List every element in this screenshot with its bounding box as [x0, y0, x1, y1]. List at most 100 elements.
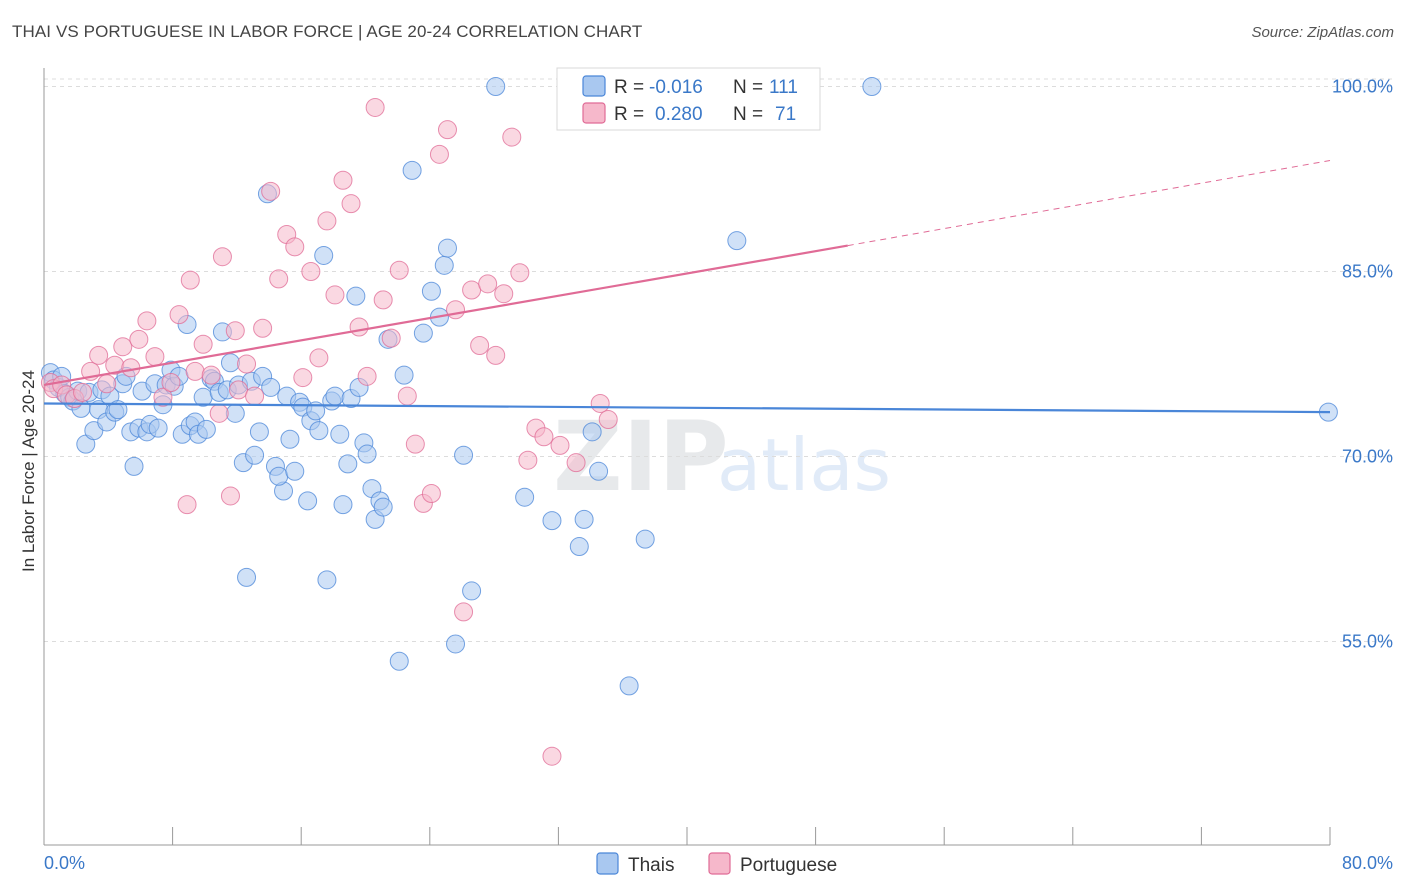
portuguese-point — [349, 317, 369, 337]
portuguese-point — [397, 386, 417, 406]
portuguese-point — [121, 358, 141, 378]
portuguese-point — [269, 269, 289, 289]
chart-title: THAI VS PORTUGUESE IN LABOR FORCE | AGE … — [12, 22, 643, 41]
thais-point — [542, 511, 562, 531]
thais-point — [402, 160, 422, 180]
thais-point — [619, 676, 639, 696]
bottom-legend-swatch-thais — [596, 852, 619, 875]
portuguese-point — [145, 347, 165, 367]
thais-point — [569, 537, 589, 557]
portuguese-point — [180, 270, 200, 290]
portuguese-point — [229, 380, 249, 400]
portuguese-point — [478, 274, 498, 294]
portuguese-point — [169, 305, 189, 325]
thais-point — [394, 365, 414, 385]
bottom-legend-swatch-portuguese — [708, 852, 731, 875]
portuguese-point — [598, 410, 618, 429]
thais-point — [314, 245, 334, 265]
legend-r-label-portuguese: R = — [614, 104, 644, 125]
portuguese-trend-line — [43, 244, 848, 387]
thais-point — [574, 509, 594, 529]
thais-point — [437, 238, 457, 258]
thais-point — [373, 497, 393, 517]
thais-point — [389, 651, 409, 671]
portuguese-point — [381, 328, 401, 348]
portuguese-point — [373, 290, 393, 310]
portuguese-point — [177, 495, 197, 515]
portuguese-point — [341, 194, 361, 214]
portuguese-point — [225, 321, 245, 341]
legend-n-label-thais: N = — [733, 77, 763, 98]
thais-point — [727, 231, 747, 251]
thais-point — [309, 421, 329, 441]
portuguese-point — [73, 382, 93, 402]
portuguese-point — [245, 386, 265, 406]
thais-point — [338, 454, 358, 474]
y-tick-label: 85.0% — [1342, 262, 1393, 282]
thais-trend-line — [43, 402, 1331, 414]
legend-n-value-thais: 111 — [769, 77, 798, 98]
thais-point — [486, 77, 506, 96]
thais-point — [325, 386, 345, 406]
portuguese-point — [518, 450, 538, 470]
portuguese-point — [161, 373, 181, 392]
source-label: Source: ZipAtlas.com — [1251, 24, 1394, 41]
portuguese-point — [253, 318, 273, 338]
thais-point — [269, 466, 289, 486]
portuguese-point — [153, 387, 173, 407]
portuguese-point — [97, 374, 117, 394]
x-tick-label-max: 80.0% — [1342, 853, 1393, 873]
thais-point — [589, 461, 609, 481]
portuguese-point — [446, 300, 466, 320]
thais-point — [582, 422, 602, 442]
thais-point — [346, 286, 366, 306]
thais-point — [515, 487, 535, 507]
bottom-legend-thais: Thais — [628, 855, 674, 876]
portuguese-point — [437, 120, 457, 140]
x-tick-label-min: 0.0% — [44, 853, 85, 873]
thais-point — [280, 429, 300, 449]
y-axis-title: In Labor Force | Age 20-24 — [19, 370, 38, 572]
portuguese-point — [542, 746, 562, 766]
portuguese-point — [237, 354, 257, 374]
thais-point — [220, 353, 240, 373]
portuguese-point — [89, 345, 109, 365]
thais-point — [261, 377, 281, 397]
thais-point — [298, 491, 318, 511]
portuguese-point — [389, 260, 409, 280]
correlation-legend: R = -0.016 N = 111 R = 0.280 N = 71 — [556, 67, 821, 131]
portuguese-point — [285, 237, 305, 257]
legend-r-value-thais: -0.016 — [649, 77, 703, 98]
thais-point — [148, 418, 168, 438]
portuguese-point — [209, 403, 229, 423]
portuguese-point — [405, 434, 425, 454]
portuguese-point — [137, 311, 157, 331]
thais-point — [333, 495, 353, 515]
portuguese-trend-extension — [847, 160, 1331, 247]
y-tick-label: 100.0% — [1332, 77, 1393, 97]
portuguese-point — [212, 247, 232, 267]
portuguese-point — [510, 263, 530, 283]
thais-point — [196, 419, 216, 439]
portuguese-point — [309, 348, 329, 368]
thais-point — [108, 400, 128, 420]
portuguese-point — [357, 366, 377, 386]
bottom-legend-portuguese: Portuguese — [740, 855, 837, 876]
portuguese-point — [365, 97, 385, 117]
thais-point — [635, 529, 655, 549]
watermark-atlas: atlas — [717, 423, 891, 507]
thais-point — [124, 456, 144, 476]
portuguese-point — [494, 284, 514, 304]
portuguese-point — [185, 361, 205, 381]
thais-point — [434, 255, 454, 275]
portuguese-point — [486, 345, 506, 365]
thais-point — [357, 444, 377, 464]
portuguese-point — [113, 337, 133, 357]
thais-point — [446, 634, 466, 654]
portuguese-point — [550, 435, 570, 455]
portuguese-point — [470, 336, 490, 355]
portuguese-point — [317, 211, 337, 231]
legend-r-label-thais: R = — [614, 77, 644, 98]
thais-point — [862, 77, 882, 96]
